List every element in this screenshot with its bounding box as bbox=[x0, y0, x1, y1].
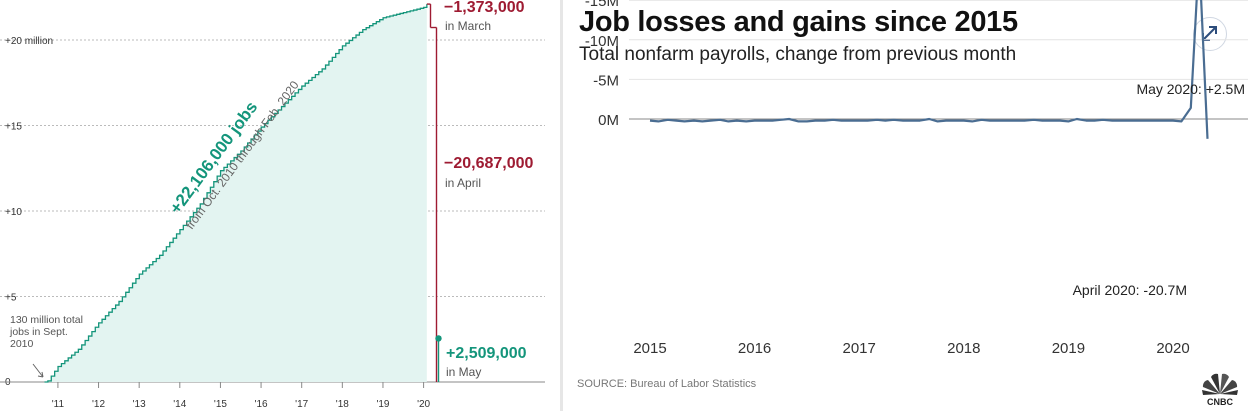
x-tick-label: '15 bbox=[214, 399, 227, 410]
x-tick-label: 2015 bbox=[633, 340, 666, 357]
y-tick-label: +15 bbox=[5, 122, 22, 133]
y-tick-label: +10 bbox=[5, 207, 22, 218]
april-annotation: April 2020: -20.7M bbox=[1073, 282, 1187, 298]
x-tick-label: '17 bbox=[295, 399, 308, 410]
expand-arrows-icon bbox=[1202, 26, 1217, 41]
start-note-arrow bbox=[32, 363, 44, 378]
x-tick-label: '12 bbox=[92, 399, 105, 410]
x-tick-label: 2017 bbox=[843, 340, 876, 357]
x-tick-label: 2020 bbox=[1156, 340, 1189, 357]
x-tick-label: '20 bbox=[417, 399, 430, 410]
expand-button[interactable] bbox=[1193, 17, 1227, 51]
cnbc-logo: CNBC bbox=[1198, 370, 1242, 411]
may-annotation: May 2020: +2.5M bbox=[1136, 81, 1245, 97]
x-tick-label: 2016 bbox=[738, 340, 771, 357]
chart-title: Job losses and gains since 2015 bbox=[579, 6, 1018, 38]
may-value: +2,509,000 bbox=[446, 345, 527, 362]
april-label: in April bbox=[445, 176, 481, 190]
x-tick-label: '19 bbox=[376, 399, 389, 410]
cumulative-jobs-chart-panel: +20 million+15+10+50'11'12'13'14'15'16'1… bbox=[0, 0, 560, 411]
cnbc-wordmark: CNBC bbox=[1207, 397, 1233, 407]
x-tick-label: '16 bbox=[255, 399, 268, 410]
peacock-icon: CNBC bbox=[1202, 373, 1238, 407]
march-label: in March bbox=[445, 19, 491, 33]
x-tick-label: 2019 bbox=[1052, 340, 1085, 357]
y-tick-label: +20 million bbox=[5, 36, 53, 47]
y-tick-label: +5 bbox=[5, 293, 17, 304]
cumulative-jobs-line bbox=[44, 4, 428, 383]
x-tick-label: '18 bbox=[336, 399, 349, 410]
panel-divider bbox=[560, 0, 563, 411]
x-tick-label: '11 bbox=[52, 399, 65, 410]
chart-subtitle: Total nonfarm payrolls, change from prev… bbox=[579, 44, 1017, 65]
april-value: −20,687,000 bbox=[444, 155, 534, 172]
may-label: in May bbox=[446, 365, 481, 379]
job-losses-chart-panel: Job losses and gains since 2015 Total no… bbox=[563, 0, 1260, 411]
x-tick-label: '13 bbox=[133, 399, 146, 410]
chart-source: SOURCE: Bureau of Labor Statistics bbox=[577, 378, 757, 390]
y-tick-label: -5M bbox=[593, 72, 619, 89]
y-tick-label: 0M bbox=[598, 112, 619, 129]
may-dot bbox=[435, 335, 442, 342]
x-tick-label: 2018 bbox=[947, 340, 980, 357]
area-fill bbox=[44, 4, 427, 383]
march-value: −1,373,000 bbox=[444, 0, 525, 16]
cumulative-jobs-chart: +20 million+15+10+50'11'12'13'14'15'16'1… bbox=[0, 0, 545, 410]
start-note-line: jobs in Sept. bbox=[9, 326, 68, 338]
start-note-line: 2010 bbox=[10, 338, 34, 350]
start-note-line: 130 million total bbox=[10, 314, 83, 326]
x-tick-label: '14 bbox=[173, 399, 186, 410]
